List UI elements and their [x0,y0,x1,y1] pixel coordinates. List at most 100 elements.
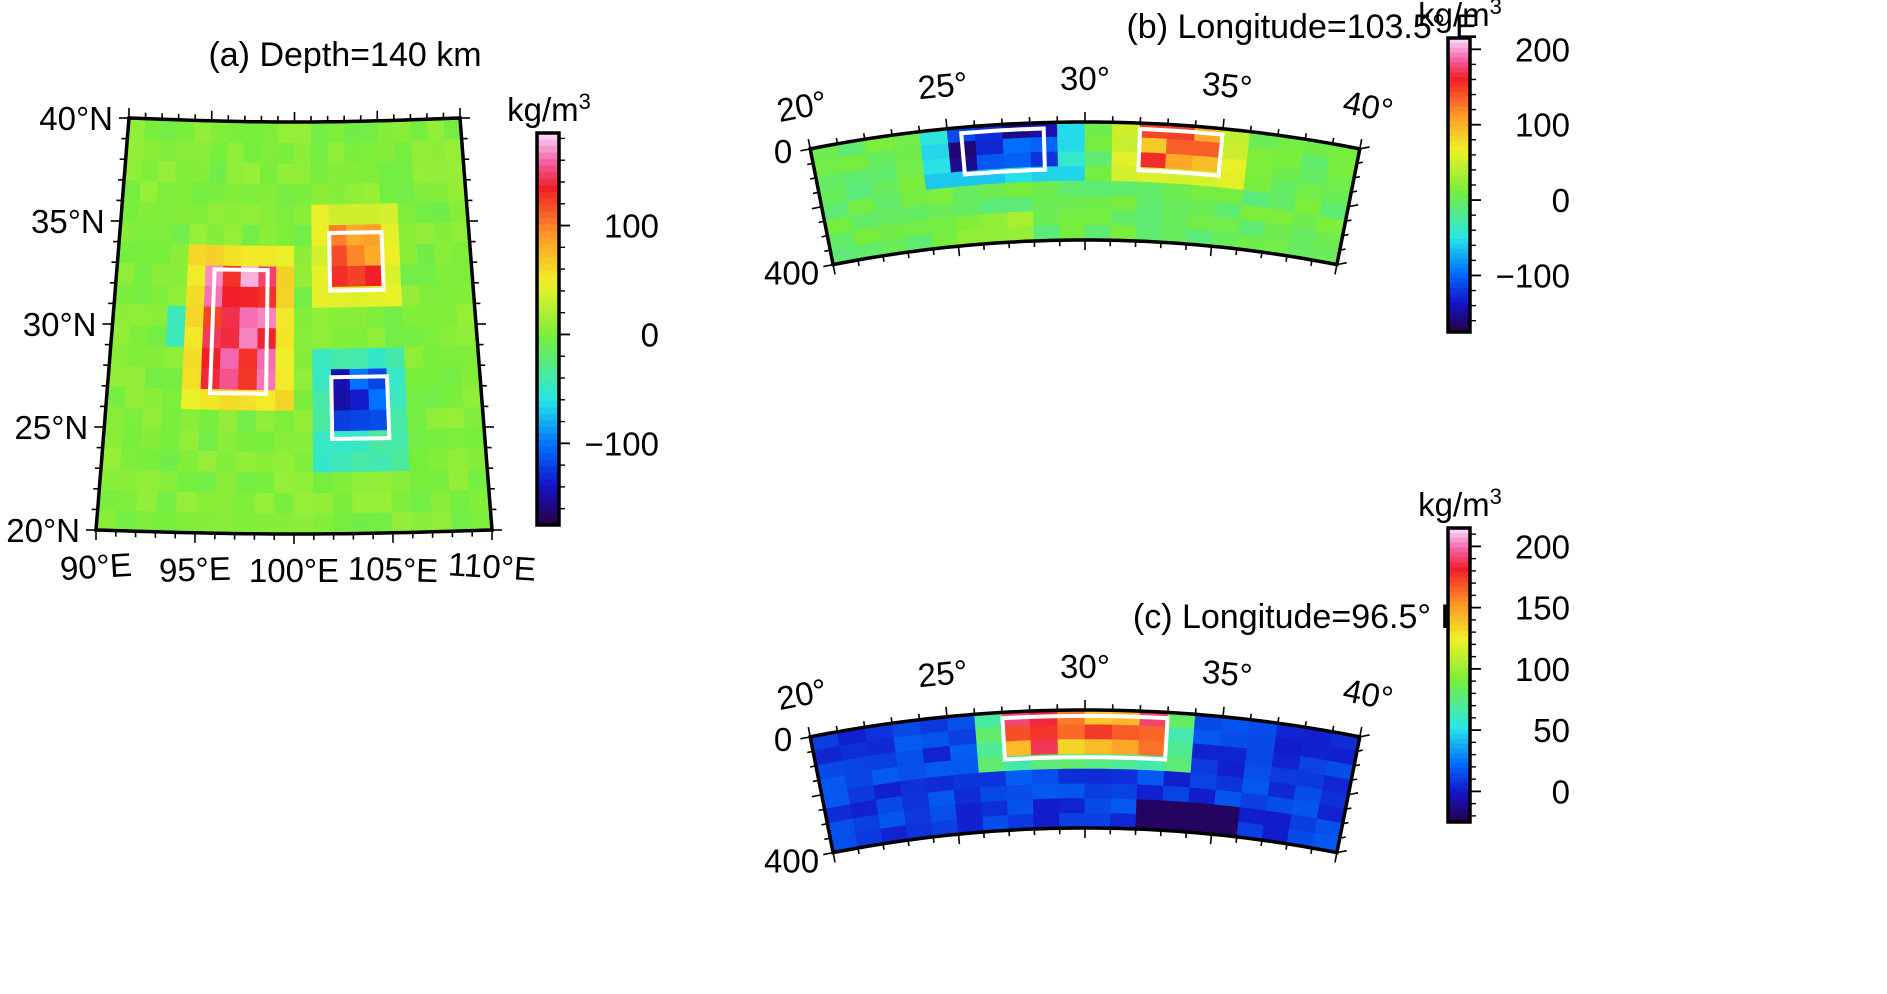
heatmap-cell [978,770,1007,789]
colorbar-swatch [537,146,559,154]
heatmap-cell [192,140,212,163]
heatmap-cell [385,346,406,369]
colorbar-swatch [1448,665,1470,671]
heatmap-cell [430,180,450,202]
heatmap-cell [219,347,240,370]
heatmap-cell [421,324,442,347]
heatmap-cell [1002,137,1032,155]
heatmap-cell [235,450,257,473]
colorbar-swatch [537,420,559,428]
panel-a-colorbar: 100 0 −100 kg/m3 [507,89,659,527]
heatmap-cell [979,785,1008,803]
heatmap-cell [243,141,262,164]
heatmap-cell [312,430,333,452]
heatmap-cell [189,202,209,225]
colorbar-swatch [1448,214,1470,220]
heatmap-cell [243,121,262,143]
colorbar-swatch [1448,263,1470,269]
heatmap-cell [417,263,438,285]
target-box [1000,713,1170,762]
tick-mark [1358,726,1363,738]
heatmap-cell [274,451,295,473]
heatmap-cell [328,203,347,226]
heatmap-cell [1135,211,1164,228]
heatmap-cell [330,368,351,390]
colorbar-swatch [1448,160,1470,166]
heatmap-cell [255,430,276,452]
colorbar-tick-label: 0 [1552,182,1570,219]
heatmap-cell [147,324,168,347]
heatmap-cell [955,214,983,232]
colorbar-swatch [1448,792,1470,799]
tick-mark [1331,137,1335,144]
tick-mark [823,851,834,856]
heatmap-cell [1164,756,1193,774]
heatmap-cell [372,511,394,534]
tick-mark [807,138,812,150]
colorbar-swatch [537,407,559,415]
heatmap-cell [311,306,331,329]
heatmap-cell [177,449,199,472]
tick-mark [1334,264,1338,275]
heatmap-cell [440,344,462,367]
tick-mark [811,793,822,798]
heatmap-cell [143,386,164,409]
heatmap-cell [140,427,162,450]
heatmap-cell [434,241,454,264]
heatmap-cell [364,244,384,266]
colorbar-swatch [1448,542,1470,549]
x-tick-label: 25° [916,653,969,695]
heatmap-cell [125,365,147,388]
heatmap-cell [410,490,432,513]
heatmap-cell [151,263,171,285]
heatmap-cell [294,265,313,288]
heatmap-cell [312,389,333,411]
colorbar-swatch [1448,243,1470,250]
tick-mark [1209,246,1213,257]
heatmap-cell [445,427,467,450]
colorbar-swatch [1448,165,1470,171]
heatmap-cell [426,427,448,450]
heatmap-cell [343,120,362,143]
heatmap-cell [140,159,160,182]
heatmap-cell [242,162,262,184]
tick-mark [1304,133,1308,140]
colorbar-swatch [537,139,559,147]
heatmap-cell [401,284,421,307]
colorbar-swatch [1448,719,1470,725]
heatmap-cell [347,265,367,287]
heatmap-cell [313,471,334,494]
colorbar-swatch [1448,57,1470,64]
panel-a-title: (a) Depth=140 km [208,36,481,74]
tick-mark [1334,852,1338,863]
heatmap-cell [1111,151,1140,168]
colorbar-swatch [1448,145,1470,152]
colorbar-swatch [537,283,559,291]
colorbar-swatch [1448,302,1470,309]
tick-mark [1351,778,1358,782]
tick-mark [1342,821,1349,825]
x-tick-label: 30° [1060,60,1110,97]
colorbar-swatch [1448,532,1470,539]
heatmap-cell [376,120,396,142]
heatmap-cell [1191,155,1221,174]
heatmap-cell [185,284,206,307]
heatmap-cell [237,368,258,390]
heatmap-cell [311,203,330,226]
heatmap-cell [277,162,295,185]
heatmap-cell [1058,210,1086,226]
heatmap-cell [208,161,228,184]
tick-mark [1249,125,1253,132]
colorbar-swatch [1448,817,1470,823]
colorbar-swatch [1448,773,1470,779]
heatmap-cell [380,223,400,245]
colorbar-unit-exponent: 3 [1490,484,1502,509]
heatmap-cell [361,161,380,184]
heatmap-cell [236,409,257,432]
heatmap-cell [418,283,439,306]
colorbar-swatch [537,224,559,232]
colorbar-tick-label: 0 [641,316,659,353]
heatmap-cell [274,492,295,514]
heatmap-cell [332,492,354,514]
colorbar-swatch [1448,601,1470,607]
